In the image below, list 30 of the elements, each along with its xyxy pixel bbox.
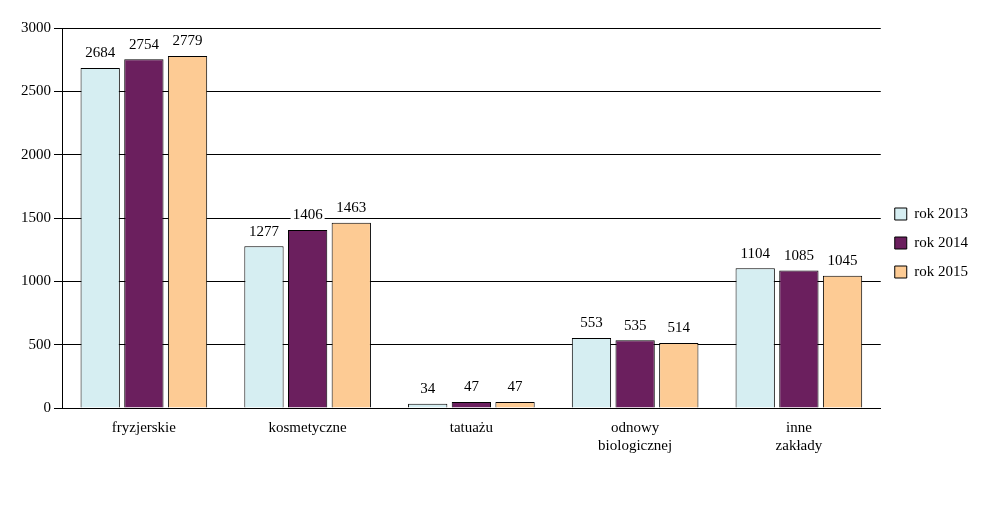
y-tick-label: 1000 [21,272,51,289]
data-label: 47 [507,378,524,395]
data-label: 1045 [827,252,858,269]
x-tick-label: fryzjerskie [111,418,177,435]
data-label: 1104 [740,244,771,261]
y-tick-label: 2500 [21,82,51,99]
legend-label: rok 2015 [914,262,968,279]
data-label: 2684 [85,44,116,61]
data-label: 1406 [292,206,324,223]
y-tick-label: 3000 [21,18,51,35]
x-tick-label: kosmetyczne [268,418,348,435]
y-tick-label: 0 [43,398,51,415]
x-tick-label: tatuażu [449,418,494,435]
data-label: 2754 [128,35,160,52]
data-label: 1463 [336,199,367,216]
data-label: 553 [580,314,603,331]
data-label: 1085 [783,247,814,263]
legend-label: rok 2014 [914,233,969,250]
data-label: 47 [463,378,480,395]
legend-label: rok 2013 [914,204,968,221]
data-label: 1277 [248,222,280,239]
y-tick-label: 2000 [21,145,51,162]
y-tick-label: 1500 [21,208,51,225]
data-label: 34 [420,380,436,397]
data-label: 2779 [172,32,203,49]
data-label: 535 [623,316,647,333]
x-tick-label: odnowy biologicznej [598,418,673,453]
x-tick-label: inne zakłady [775,418,823,453]
y-tick-label: 500 [28,335,51,352]
data-label: 514 [667,319,691,336]
